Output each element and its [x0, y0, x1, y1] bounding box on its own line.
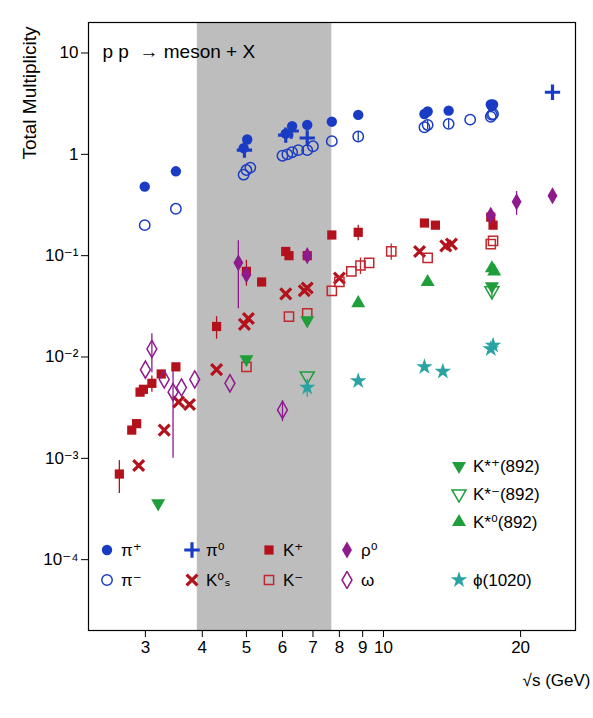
svg-text:10⁻²: 10⁻² — [45, 347, 79, 366]
html-text:K⁻: K⁻ — [283, 570, 304, 590]
html-text:K⁰ₛ: K⁰ₛ — [206, 570, 231, 590]
svg-text:1: 1 — [69, 145, 78, 164]
svg-text:10⁻⁴: 10⁻⁴ — [43, 550, 78, 569]
svg-text:20: 20 — [511, 638, 530, 657]
svg-text:Total Multiplicity: Total Multiplicity — [19, 26, 40, 160]
html-text:K*⁺(892): K*⁺(892) — [473, 456, 540, 476]
svg-text:7: 7 — [308, 638, 317, 657]
svg-text:p p → meson + X: p p → meson + X — [103, 41, 256, 62]
html-text:π⁻: π⁻ — [121, 570, 142, 590]
html-text:K*⁰(892): K*⁰(892) — [473, 512, 538, 532]
svg-text:10⁻³: 10⁻³ — [45, 449, 79, 468]
html-text:ϕ(1020): ϕ(1020) — [473, 570, 532, 590]
svg-text:5: 5 — [242, 638, 251, 657]
html-text:ρ⁰: ρ⁰ — [361, 540, 378, 560]
html-text:ω: ω — [361, 570, 375, 590]
svg-text:3: 3 — [141, 638, 150, 657]
svg-text:10: 10 — [60, 43, 79, 62]
html-text:π⁺: π⁺ — [121, 540, 142, 560]
html-text:π⁰: π⁰ — [206, 540, 225, 560]
svg-text:√s (GeV): √s (GeV) — [523, 671, 591, 690]
svg-text:9: 9 — [358, 638, 367, 657]
svg-text:10⁻¹: 10⁻¹ — [45, 246, 79, 265]
html-text:K*⁻(892): K*⁻(892) — [473, 484, 540, 504]
svg-text:8: 8 — [335, 638, 344, 657]
svg-text:4: 4 — [198, 638, 207, 657]
html-text:K⁺: K⁺ — [283, 540, 304, 560]
svg-text:10: 10 — [374, 638, 393, 657]
svg-text:6: 6 — [278, 638, 287, 657]
